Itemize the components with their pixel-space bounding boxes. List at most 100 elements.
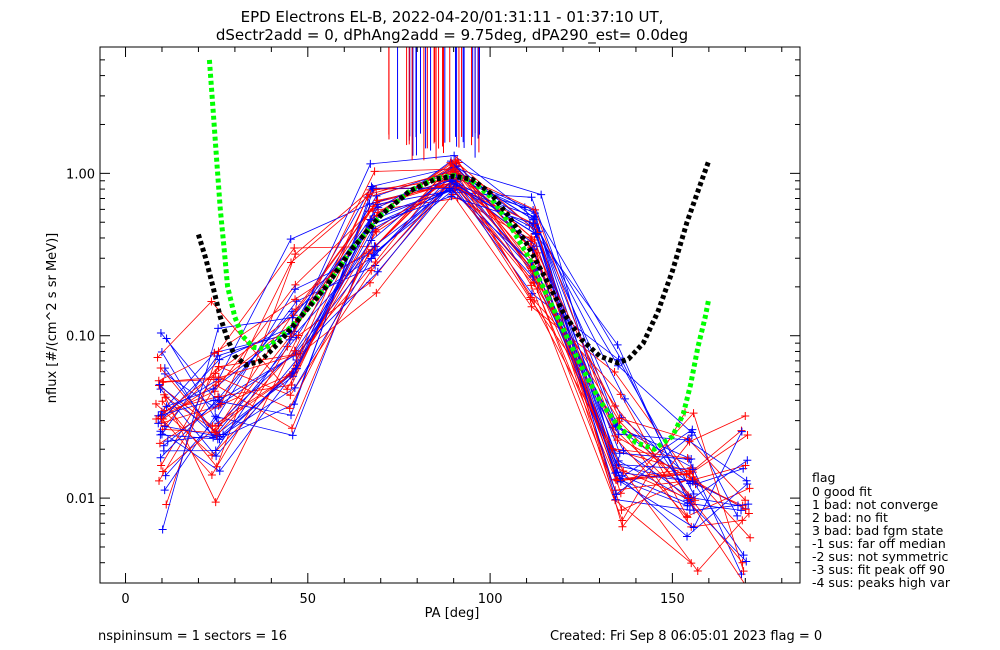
trace-point <box>154 376 163 385</box>
trace-point <box>151 399 160 408</box>
trace-point <box>527 302 536 311</box>
footer-right: Created: Fri Sep 8 06:05:01 2023 flag = … <box>550 629 822 644</box>
trace-point <box>288 313 297 322</box>
trace-point <box>161 422 170 431</box>
trace-point <box>741 505 750 514</box>
y-tick-label: 0.10 <box>66 330 95 345</box>
trace-point <box>157 347 166 356</box>
trace-point <box>742 476 751 485</box>
x-tick-label: 50 <box>300 592 317 607</box>
trace-point <box>156 329 165 338</box>
sector-trace <box>162 161 751 566</box>
trace-point <box>153 353 162 362</box>
trace-point <box>373 196 382 205</box>
legend-title: flag <box>812 470 835 485</box>
trace-point <box>367 236 376 245</box>
trace-point <box>533 285 542 294</box>
trace-point <box>613 340 622 349</box>
y-tick-label: 0.01 <box>66 492 95 507</box>
trace-point <box>526 293 535 302</box>
trace-point <box>733 511 742 520</box>
legend-item: -1 sus: far off median <box>812 536 946 551</box>
legend: flag 0 good fit 1 bad: not converge 2 ba… <box>812 470 951 590</box>
x-tick-label: 150 <box>660 592 685 607</box>
trace-point <box>290 285 299 294</box>
trace-point <box>449 186 458 195</box>
trace-point <box>683 532 692 541</box>
trace-point <box>162 334 171 343</box>
trace-point <box>364 249 373 258</box>
x-axis-label: PA [deg] <box>425 606 480 621</box>
trace-line <box>160 170 688 518</box>
trace-line <box>161 168 744 572</box>
trace-point <box>159 446 168 455</box>
trace-line <box>163 173 748 504</box>
trace-point <box>162 500 171 509</box>
y-tick-label: 1.00 <box>66 167 95 182</box>
trace-point <box>737 506 746 515</box>
trace-point <box>285 335 294 344</box>
trace-point <box>530 236 539 245</box>
footer-left: nspininsum = 1 sectors = 16 <box>98 629 287 644</box>
trace-point <box>156 427 165 436</box>
trace-point <box>739 551 748 560</box>
trace-point <box>616 390 625 399</box>
trace-point <box>158 467 167 476</box>
trace-point <box>157 411 166 420</box>
trace-point <box>693 567 702 576</box>
trace-line <box>162 159 743 563</box>
trace-point <box>208 451 217 460</box>
trace-point <box>530 296 539 305</box>
trace-point <box>537 190 546 199</box>
x-tick-label: 0 <box>121 592 129 607</box>
trace-point <box>738 558 747 567</box>
trace-point <box>207 471 216 480</box>
sector-trace <box>155 182 742 510</box>
trace-point <box>366 159 375 168</box>
trace-point <box>285 404 294 413</box>
trace-point <box>286 235 295 244</box>
trace-point <box>372 227 381 236</box>
trace-point <box>528 273 537 282</box>
legend-item: 0 good fit <box>812 484 872 499</box>
trace-point <box>688 465 697 474</box>
trace-point <box>287 258 296 267</box>
trace-point <box>214 324 223 333</box>
trace-point <box>156 453 165 462</box>
trace-point <box>367 254 376 263</box>
trace-point <box>160 390 169 399</box>
trace-point <box>370 242 379 251</box>
trace-line <box>162 164 745 584</box>
trace-point <box>214 373 223 382</box>
trace-point <box>294 331 303 340</box>
trace-point <box>613 436 622 445</box>
trace-point <box>617 506 626 515</box>
trace-point <box>746 533 755 542</box>
legend-item: -3 sus: fit peak off 90 <box>812 562 945 577</box>
trace-point <box>154 419 163 428</box>
trace-point <box>219 430 228 439</box>
x-tick-label: 100 <box>478 592 503 607</box>
trace-point <box>447 192 456 201</box>
trace-point <box>290 346 299 355</box>
trace-point <box>737 427 746 436</box>
trace-point <box>214 392 223 401</box>
trace-point <box>291 295 300 304</box>
sector-trace <box>154 169 750 514</box>
trace-point <box>687 559 696 568</box>
trace-point <box>156 364 165 373</box>
trace-point <box>685 437 694 446</box>
trace-point <box>367 215 376 224</box>
trace-point <box>290 244 299 253</box>
trace-point <box>741 461 750 470</box>
trace-point <box>215 355 224 364</box>
trace-point <box>684 455 693 464</box>
legend-item: -2 sus: not symmetric <box>812 549 948 564</box>
trace-point <box>683 513 692 522</box>
trace-point <box>618 522 627 531</box>
trace-point <box>691 496 700 505</box>
sector-trace <box>161 157 748 560</box>
trace-point <box>283 385 292 394</box>
trace-point <box>158 397 167 406</box>
trace-point <box>364 190 373 199</box>
